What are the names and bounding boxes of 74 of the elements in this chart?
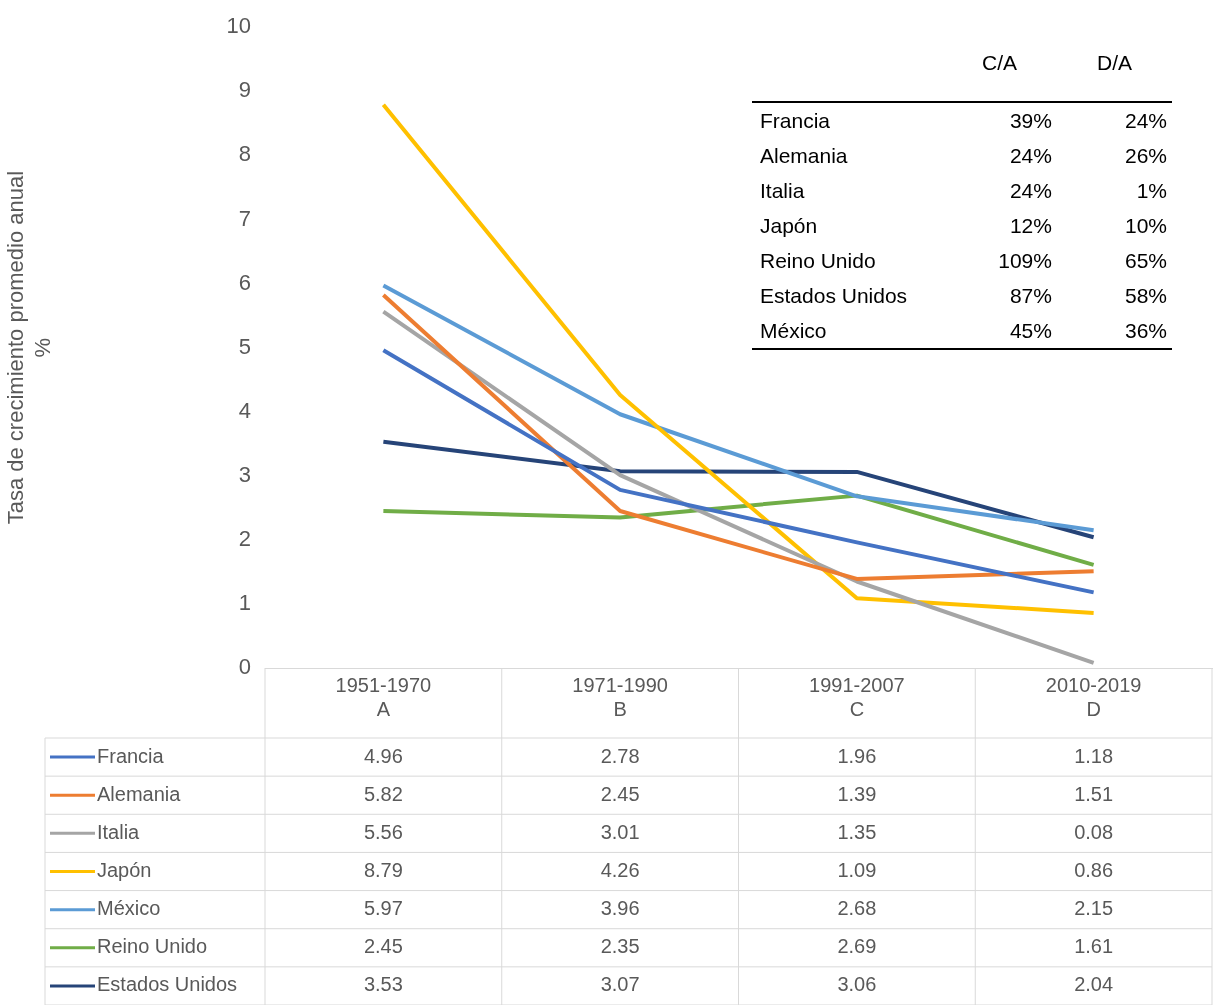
text: 10%	[1124, 213, 1168, 237]
data-label: 2.45	[363, 935, 403, 958]
data-label: 1.61	[1074, 935, 1114, 958]
data-label: 1.51	[1074, 782, 1114, 805]
text: 87%	[1009, 283, 1052, 307]
y-tick-label: 3	[238, 461, 251, 487]
y-tick-label: 10	[226, 13, 251, 39]
data-label: 3.96	[600, 897, 640, 920]
data-label: 3.53	[363, 973, 403, 996]
y-tick-label: 8	[238, 141, 251, 167]
y-tick-label: 0	[238, 654, 251, 680]
text: 24%	[1124, 108, 1168, 132]
text: 58%	[1124, 283, 1168, 307]
data-label: 2.15	[1074, 897, 1114, 920]
data-label: 3.07	[600, 973, 640, 996]
legend-label: Reino Unido	[97, 935, 208, 958]
data-label: 2.35	[600, 935, 640, 958]
category-label: D/A	[1096, 51, 1133, 75]
category-label: C/A	[981, 51, 1018, 75]
data-label: 1.96	[837, 744, 877, 767]
text: 109%	[998, 248, 1052, 272]
y-axis-title: Tasa de crecimiento promedio anual %	[3, 170, 55, 525]
x-tick-label: 1991-2007 C	[809, 673, 905, 720]
text: 26%	[1124, 143, 1168, 167]
y-tick-label: 6	[238, 269, 251, 295]
legend-label: Alemania	[97, 782, 182, 805]
data-label: 2.78	[600, 744, 640, 767]
x-tick-label: 1951-1970 A	[335, 673, 432, 720]
category-label: Francia	[760, 108, 831, 132]
data-label: 1.18	[1074, 744, 1114, 767]
text: 45%	[1009, 318, 1052, 342]
x-tick-label: 2010-2019 D	[1045, 673, 1142, 720]
data-label: 5.82	[363, 782, 403, 805]
data-label: 1.09	[837, 859, 877, 882]
category-label: Italia	[760, 178, 805, 202]
data-label: 5.56	[363, 820, 403, 843]
legend-label: Japón	[97, 859, 152, 882]
text: 12%	[1009, 213, 1052, 237]
category-label: Japón	[760, 213, 818, 237]
category-label: Reino Unido	[760, 248, 876, 272]
data-label: 1.35	[837, 820, 877, 843]
data-label: 5.97	[363, 897, 403, 920]
data-label: 0.08	[1074, 820, 1114, 843]
y-tick-label: 9	[238, 77, 251, 103]
y-tick-label: 7	[238, 205, 251, 231]
text: 24%	[1009, 143, 1052, 167]
data-label: 1.39	[837, 782, 877, 805]
data-label: 4.26	[600, 859, 640, 882]
text: 36%	[1124, 318, 1168, 342]
text: 39%	[1009, 108, 1052, 132]
data-label: 2.68	[837, 897, 877, 920]
text: 24%	[1009, 178, 1052, 202]
y-tick-label: 5	[238, 333, 251, 359]
legend-label: Francia	[97, 744, 165, 767]
data-label: 8.79	[363, 859, 403, 882]
category-label: Alemania	[760, 143, 848, 167]
category-label: México	[760, 318, 827, 342]
category-label: Estados Unidos	[760, 283, 908, 307]
data-label: 4.96	[363, 744, 403, 767]
legend-label: México	[97, 897, 161, 920]
y-tick-label: 1	[238, 589, 251, 615]
data-label: 0.86	[1074, 859, 1114, 882]
y-tick-label: 2	[238, 525, 251, 551]
text: 1%	[1136, 178, 1168, 202]
data-label: 3.01	[600, 820, 640, 843]
data-label: 2.04	[1074, 973, 1114, 996]
data-label: 3.06	[837, 973, 877, 996]
x-tick-label: 1971-1990 B	[572, 673, 668, 720]
legend-label: Estados Unidos	[97, 973, 238, 996]
data-label: 2.69	[837, 935, 877, 958]
y-tick-label: 4	[238, 397, 251, 423]
text: 65%	[1124, 248, 1168, 272]
legend-label: Italia	[97, 820, 141, 843]
data-label: 2.45	[600, 782, 640, 805]
